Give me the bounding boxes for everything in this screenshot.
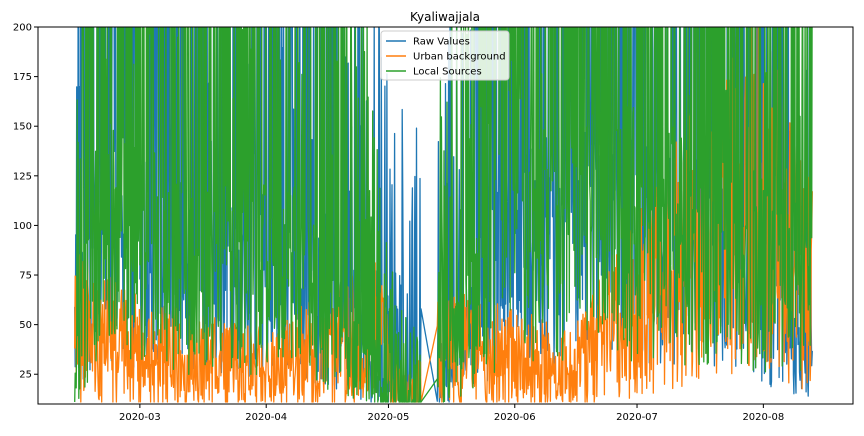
- y-tick-label: 100: [13, 221, 32, 232]
- x-tick-label: 2020-07: [616, 412, 658, 423]
- legend-label: Local Sources: [413, 67, 482, 78]
- y-tick-label: 75: [19, 271, 32, 282]
- x-tick-label: 2020-06: [494, 412, 536, 423]
- x-tick-label: 2020-03: [119, 412, 161, 423]
- series-line: [74, 27, 813, 403]
- series-layer: [74, 27, 813, 403]
- chart-title: Kyaliwajjala: [410, 10, 480, 24]
- y-tick-label: 200: [13, 23, 32, 34]
- legend-label: Raw Values: [413, 37, 470, 48]
- series-line: [74, 27, 813, 403]
- legend-box: [380, 30, 510, 81]
- y-tick-label: 50: [19, 320, 32, 331]
- legend: Raw Values Urban background Local Sources: [380, 30, 510, 81]
- x-tick-label: 2020-04: [245, 412, 287, 423]
- y-tick-label: 25: [19, 370, 32, 381]
- y-axis: 25 50 75 100 125 150 175 200: [13, 23, 38, 381]
- legend-label: Urban background: [413, 52, 506, 63]
- y-tick-label: 150: [13, 122, 32, 133]
- plot-frame: [37, 26, 854, 405]
- x-axis: 2020-03 2020-04 2020-05 2020-06 2020-07 2020-…: [119, 404, 784, 423]
- series-line: [74, 27, 813, 403]
- y-tick-label: 125: [13, 171, 32, 182]
- x-tick-label: 2020-08: [742, 412, 784, 423]
- x-tick-label: 2020-05: [368, 412, 410, 423]
- y-tick-label: 175: [13, 72, 32, 83]
